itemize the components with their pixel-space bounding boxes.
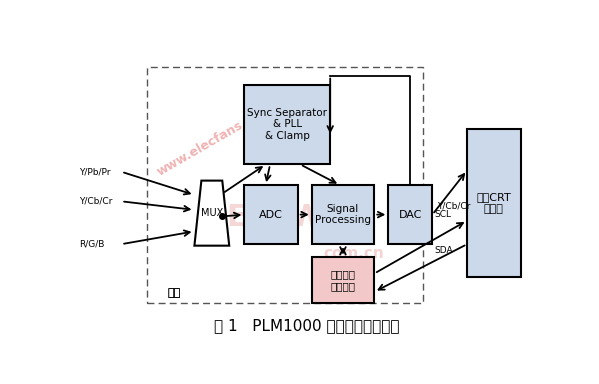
Text: 通用串行
总线接口: 通用串行 总线接口 (331, 270, 355, 291)
Text: DAC: DAC (398, 210, 422, 220)
Text: 电子产品世界: 电子产品世界 (314, 219, 365, 233)
Bar (244, 84, 330, 164)
Text: EEPW: EEPW (226, 203, 323, 232)
Bar (388, 185, 432, 244)
Bar (311, 185, 374, 244)
Text: 芯片: 芯片 (168, 288, 181, 298)
Text: R/G/B: R/G/B (80, 240, 105, 249)
Text: Y/Pb/Pr: Y/Pb/Pr (80, 167, 111, 176)
Polygon shape (195, 180, 229, 246)
Text: SCL: SCL (435, 210, 452, 219)
Text: SDA: SDA (435, 246, 453, 255)
Bar (147, 67, 423, 303)
Bar (467, 129, 521, 277)
Text: 普通CRT
电视机: 普通CRT 电视机 (476, 192, 511, 214)
Text: Sync Separator
& PLL
& Clamp: Sync Separator & PLL & Clamp (247, 108, 327, 141)
Text: Y/Cb/Cr: Y/Cb/Cr (437, 201, 470, 210)
Text: ADC: ADC (259, 210, 283, 220)
Text: 芯片: 芯片 (168, 288, 181, 298)
Text: 图 1   PLM1000 应用系统设计框图: 图 1 PLM1000 应用系统设计框图 (214, 318, 400, 333)
Text: www.elecfans.com: www.elecfans.com (154, 103, 274, 179)
Text: MUX: MUX (201, 208, 223, 218)
Bar (311, 258, 374, 303)
Text: Y/Cb/Cr: Y/Cb/Cr (80, 197, 113, 206)
Text: com.cn: com.cn (323, 245, 384, 261)
Text: Signal
Processing: Signal Processing (315, 204, 371, 225)
Bar (244, 185, 298, 244)
